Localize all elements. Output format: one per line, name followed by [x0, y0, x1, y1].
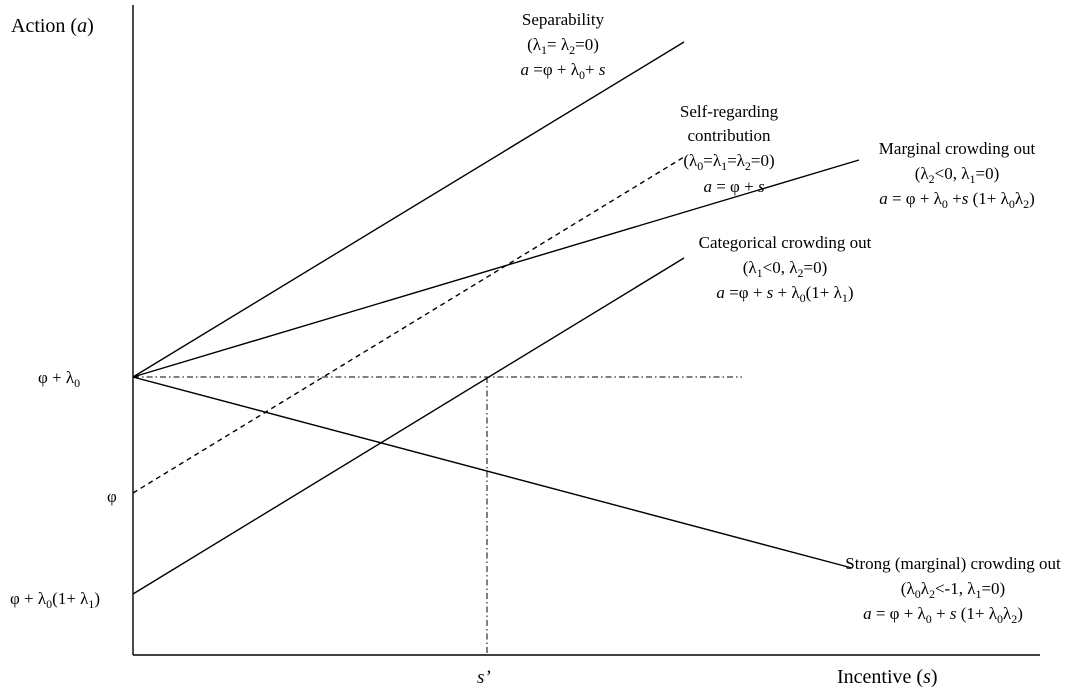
marginal-crowding-out-line: [132, 159, 860, 378]
categorical-crowding-out-label: Categorical crowding out (λ1<0, λ2=0) a …: [699, 233, 872, 305]
y-axis-title: Action (a): [11, 15, 94, 37]
strong-title: Strong (marginal) crowding out: [845, 554, 1061, 573]
categorical-condition: (λ1<0, λ2=0): [743, 258, 828, 280]
self-regarding-title-2: contribution: [687, 126, 771, 145]
x-tick-s-prime: s’: [477, 667, 491, 688]
strong-crowding-out-label: Strong (marginal) crowding out (λ0λ2<-1,…: [845, 554, 1061, 626]
y-tick-phi-lambda0-lambda1: φ + λ0(1+ λ1): [10, 589, 100, 611]
y-tick-phi-lambda0: φ + λ0: [38, 368, 80, 390]
y-tick-phi: φ: [107, 487, 117, 506]
marginal-title: Marginal crowding out: [879, 139, 1036, 158]
marginal-crowding-out-label: Marginal crowding out (λ2<0, λ1=0) a = φ…: [879, 139, 1036, 211]
self-regarding-line: [132, 156, 685, 494]
self-regarding-title-1: Self-regarding: [680, 102, 779, 121]
strong-crowding-out-line: [132, 376, 853, 569]
categorical-crowding-out-line: [132, 257, 685, 595]
separability-title: Separability: [522, 10, 605, 29]
marginal-equation: a = φ + λ0 +s (1+ λ0λ2): [879, 189, 1035, 211]
self-regarding-condition: (λ0=λ1=λ2=0): [683, 151, 774, 173]
marginal-condition: (λ2<0, λ1=0): [915, 164, 1000, 186]
categorical-equation: a =φ + s + λ0(1+ λ1): [716, 283, 853, 305]
separability-equation: a =φ + λ0+ s: [521, 60, 606, 82]
strong-equation: a = φ + λ0 + s (1+ λ0λ2): [863, 604, 1023, 626]
self-regarding-label: Self-regarding contribution (λ0=λ1=λ2=0)…: [680, 102, 779, 196]
x-axis-title: Incentive (s): [837, 666, 938, 688]
separability-line: [132, 41, 685, 378]
separability-label: Separability (λ1= λ2=0) a =φ + λ0+ s: [521, 10, 606, 82]
strong-condition: (λ0λ2<-1, λ1=0): [901, 579, 1005, 601]
self-regarding-equation: a = φ + s: [703, 177, 765, 196]
categorical-title: Categorical crowding out: [699, 233, 872, 252]
separability-condition: (λ1= λ2=0): [527, 35, 599, 57]
